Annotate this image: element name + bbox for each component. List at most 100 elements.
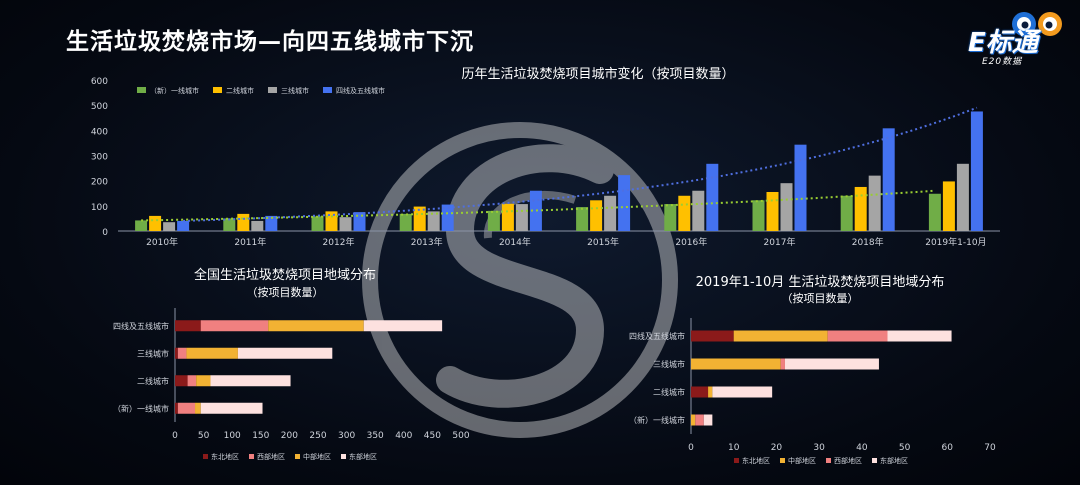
bar (752, 200, 765, 231)
y-tick-label: 400 (91, 127, 108, 137)
chart-subtitle: （按项目数量） (782, 291, 859, 305)
legend-swatch (734, 458, 739, 463)
x-tick-label: 20 (771, 443, 783, 453)
brand-logo: E标通 E20数据 (968, 8, 1068, 70)
bar (604, 195, 617, 231)
y-tick-label: 二线城市 (653, 387, 685, 397)
bar-segment (200, 402, 263, 414)
x-tick-label: 2019年1-10月 (925, 236, 986, 248)
bar-segment (780, 358, 785, 370)
x-tick-label: 450 (424, 431, 441, 441)
page-title: 生活垃圾焚烧市场—向四五线城市下沉 (66, 29, 474, 55)
bar (928, 193, 941, 231)
y-tick-label: 四线及五线城市 (113, 321, 169, 331)
bar-segment (887, 330, 952, 342)
legend-label: 三线城市 (281, 86, 309, 95)
x-tick-label: 2011年 (234, 236, 266, 248)
bar (590, 200, 603, 231)
legend-label: 东部地区 (349, 452, 377, 461)
y-tick-label: （新）一线城市 (113, 403, 169, 413)
y-tick-label: 四线及五线城市 (629, 331, 685, 341)
bar (501, 203, 514, 231)
bar (576, 207, 589, 231)
bar (311, 216, 324, 231)
y-tick-label: 300 (91, 153, 108, 163)
bar (664, 204, 677, 231)
x-tick-label: 10 (728, 443, 740, 453)
bar (882, 128, 895, 231)
bar-segment (363, 320, 443, 332)
owl-eyes-icon (1012, 12, 1062, 36)
bar (177, 220, 190, 231)
bar-segment (712, 386, 773, 398)
bar-segment (210, 375, 291, 387)
x-tick-label: 150 (252, 431, 269, 441)
bar (427, 211, 440, 231)
y-tick-label: 三线城市 (137, 348, 169, 358)
bar (766, 191, 779, 231)
bar-segment (195, 402, 201, 414)
x-tick-label: 100 (224, 431, 241, 441)
bar-segment (186, 347, 238, 359)
x-tick-label: 50 (198, 431, 210, 441)
bar (487, 210, 500, 231)
bar-segment (177, 402, 196, 414)
x-tick-label: 2013年 (411, 236, 443, 248)
legend-label: 西部地区 (834, 456, 862, 465)
bar-segment (175, 402, 178, 414)
brand-name: E标通 (968, 28, 1038, 58)
bar (840, 195, 853, 231)
bar (970, 111, 983, 231)
x-tick-label: 60 (942, 443, 954, 453)
bar-segment (237, 347, 333, 359)
bar (692, 190, 705, 231)
x-tick-label: 2017年 (764, 236, 796, 248)
x-tick-label: 2012年 (323, 236, 355, 248)
x-tick-label: 2018年 (852, 236, 884, 248)
legend-label: 中部地区 (303, 452, 331, 461)
bar (854, 186, 867, 231)
bar (868, 175, 881, 231)
y-tick-label: 100 (91, 203, 108, 213)
bar (399, 213, 412, 231)
legend-label: （新）一线城市 (150, 86, 199, 95)
bar-segment (784, 358, 879, 370)
bar-segment (827, 330, 888, 342)
bar (163, 222, 176, 231)
trendline (141, 189, 935, 222)
bar (515, 204, 528, 231)
legend-label: 二线城市 (226, 86, 254, 95)
chart-title: 历年生活垃圾焚烧项目城市变化（按项目数量） (461, 66, 734, 82)
bar (353, 212, 366, 231)
legend-swatch (249, 454, 254, 459)
x-tick-label: 30 (813, 443, 825, 453)
bar-segment (200, 320, 269, 332)
bar (135, 220, 148, 231)
legend-swatch (268, 87, 277, 93)
x-tick-label: 2016年 (675, 236, 707, 248)
x-tick-label: 0 (172, 431, 178, 441)
legend-swatch (203, 454, 208, 459)
x-tick-label: 0 (688, 443, 694, 453)
x-tick-label: 300 (338, 431, 355, 441)
trendline (183, 106, 978, 222)
bar (413, 206, 426, 231)
bar-segment (175, 375, 188, 387)
legend-label: 东北地区 (211, 452, 239, 461)
chart-title: 2019年1-10月 生活垃圾焚烧项目地域分布 (696, 275, 945, 290)
legend-swatch (780, 458, 785, 463)
x-tick-label: 2014年 (499, 236, 531, 248)
bar-segment (691, 330, 734, 342)
x-tick-label: 500 (452, 431, 469, 441)
bar (956, 163, 969, 231)
brand-subtitle: E20数据 (982, 57, 1023, 67)
bar-segment (691, 414, 696, 426)
bar (265, 215, 278, 231)
legend-swatch (137, 87, 146, 93)
bar-segment (733, 330, 828, 342)
legend-swatch (213, 87, 222, 93)
y-tick-label: 三线城市 (653, 359, 685, 369)
bar (942, 181, 955, 231)
